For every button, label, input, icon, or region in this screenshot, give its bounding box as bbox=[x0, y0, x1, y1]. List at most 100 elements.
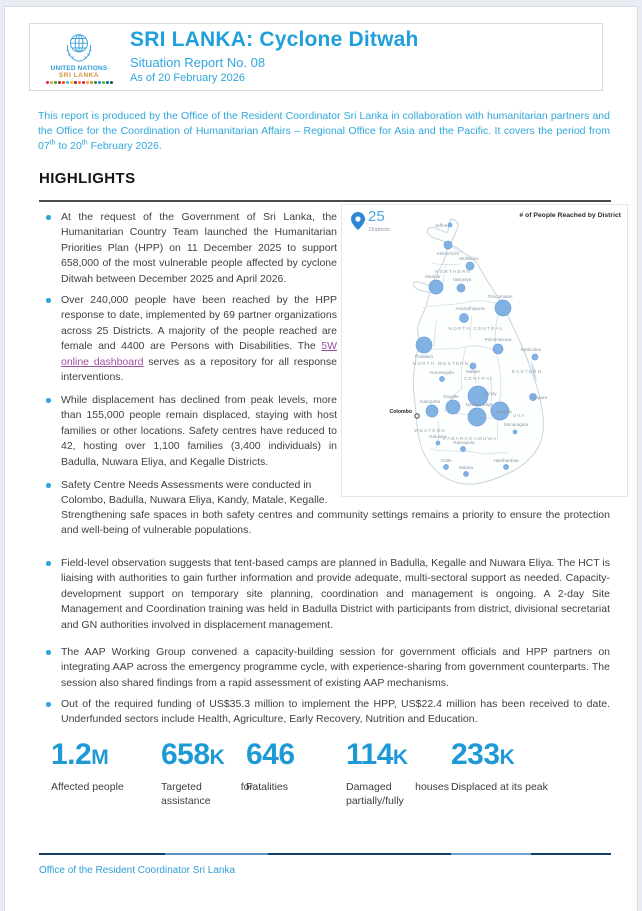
bullet-dot-icon bbox=[46, 398, 51, 403]
intro-text: This report is produced by the Office of… bbox=[38, 110, 610, 152]
stat-value: 646 bbox=[246, 738, 295, 771]
map-region-label: NORTH WESTERN bbox=[413, 361, 470, 367]
map-region-label: WESTERN bbox=[414, 428, 446, 434]
district-bubble bbox=[494, 299, 512, 317]
districts-count: 25 bbox=[368, 208, 385, 225]
highlights-heading: HIGHLIGHTS bbox=[39, 170, 136, 187]
stat-value: 658 bbox=[161, 738, 210, 771]
district-bubble bbox=[529, 393, 537, 401]
bullet-dot-icon bbox=[46, 702, 51, 707]
district-label: Mannar bbox=[425, 274, 441, 279]
district-bubble bbox=[512, 429, 518, 435]
highlight-bullet: At the request of the Government of Sri … bbox=[39, 210, 337, 287]
sdg-dot bbox=[93, 81, 97, 84]
stat-value: 1.2 bbox=[51, 738, 92, 771]
district-label: Hambantota bbox=[493, 458, 518, 463]
capital-label: Colombo bbox=[390, 409, 412, 415]
bullet-dot-icon bbox=[46, 298, 51, 303]
district-bubble bbox=[459, 313, 469, 323]
sdg-dot bbox=[57, 81, 61, 84]
dashboard-link[interactable]: 5W online dashboard bbox=[61, 340, 337, 368]
report-header: UNITED NATIONS SRI LANKA SRI LANKA: Cycl… bbox=[29, 23, 603, 91]
bullet-text: The AAP Working Group convened a capacit… bbox=[61, 646, 610, 689]
district-bubble bbox=[415, 336, 433, 354]
district-label: Galle bbox=[441, 458, 452, 463]
sdg-dot bbox=[69, 81, 73, 84]
report-number: Situation Report No. 08 bbox=[130, 55, 266, 70]
district-bubble bbox=[443, 240, 453, 250]
district-bubble bbox=[445, 399, 461, 415]
district-bubble bbox=[439, 376, 445, 382]
stat-suffix: K bbox=[209, 746, 225, 769]
district-label: Jaffna bbox=[435, 223, 448, 228]
district-bubble bbox=[531, 353, 539, 361]
map-region-label: NORTH CENTRAL bbox=[449, 326, 504, 332]
district-bubble bbox=[443, 464, 449, 470]
district-bubble bbox=[467, 385, 489, 407]
logo-text-line2: SRI LANKA bbox=[58, 72, 100, 79]
bullet-dot-icon bbox=[46, 561, 51, 566]
intro-paragraph: This report is produced by the Office of… bbox=[38, 109, 610, 154]
district-label: Ampara bbox=[531, 395, 548, 400]
highlight-bullet: Over 240,000 people have been reached by… bbox=[39, 293, 337, 385]
stat-displaced: 233K Displaced at its peak bbox=[451, 739, 548, 794]
district-label: Kegalle bbox=[443, 394, 459, 399]
intro-superscript: th bbox=[81, 139, 88, 147]
district-bubble bbox=[492, 343, 504, 355]
sdg-dot bbox=[65, 81, 69, 84]
sdg-dot bbox=[73, 81, 77, 84]
bullet-text: Field-level observation suggests that te… bbox=[61, 557, 610, 631]
district-label: Ratnapura bbox=[453, 440, 475, 445]
footer-text: Office of the Resident Coordinator Sri L… bbox=[39, 865, 236, 876]
district-label: Batticaloa bbox=[521, 347, 542, 352]
highlight-bullet: Field-level observation suggests that te… bbox=[39, 556, 610, 633]
bullet-dot-icon bbox=[46, 650, 51, 655]
sdg-dot bbox=[85, 81, 89, 84]
stat-suffix: M bbox=[91, 746, 109, 769]
stat-label: Affected people bbox=[51, 781, 124, 793]
intro-superscript: th bbox=[49, 139, 56, 147]
sdg-dot bbox=[97, 81, 101, 84]
bullet-text: serves as a repository for all response … bbox=[61, 355, 337, 384]
report-date: As of 20 February 2026 bbox=[130, 72, 245, 84]
district-label: Anuradhapura bbox=[455, 306, 485, 311]
map-legend-title: # of People Reached by District bbox=[519, 212, 621, 219]
district-label: Matara bbox=[459, 465, 474, 470]
district-label: Kilinochchi bbox=[437, 251, 459, 256]
district-bubble bbox=[469, 362, 477, 370]
district-bubble bbox=[447, 222, 453, 228]
sdg-dot bbox=[105, 81, 109, 84]
district-label: Vavuniya bbox=[453, 277, 472, 282]
district-label: Matale bbox=[466, 369, 480, 374]
highlight-bullet: Safety Centre Needs Assessments were con… bbox=[39, 478, 341, 509]
sdg-dot bbox=[49, 81, 53, 84]
stat-suffix: K bbox=[499, 746, 515, 769]
district-label: Gampaha bbox=[420, 399, 441, 404]
capital-marker-icon bbox=[414, 413, 420, 419]
sdg-dot bbox=[89, 81, 93, 84]
district-label: Kandy bbox=[483, 391, 497, 396]
bullet-text: Out of the required funding of US$35.3 m… bbox=[61, 698, 610, 726]
district-label: Nuwara Eliya bbox=[465, 402, 493, 407]
highlight-bullet: Out of the required funding of US$35.3 m… bbox=[39, 697, 610, 728]
district-bubble bbox=[490, 401, 510, 421]
sdg-dot bbox=[61, 81, 65, 84]
bullet-text: Safety Centre Needs Assessments were con… bbox=[61, 479, 328, 507]
sdg-dot bbox=[77, 81, 81, 84]
bullet-continuation: Strengthening safe spaces in both safety… bbox=[61, 508, 610, 539]
logo-text-line1: UNITED NATIONS bbox=[50, 65, 108, 72]
people-reached-map: NORTHERN NORTH CENTRAL NORTH WESTERN CENTRA… bbox=[341, 204, 628, 497]
page-title: SRI LANKA: Cyclone Ditwah bbox=[130, 28, 419, 51]
district-label: Trincomalee bbox=[487, 294, 513, 299]
district-bubble bbox=[425, 404, 439, 418]
stat-label: Targeted for assistance bbox=[161, 781, 253, 807]
un-logo: UNITED NATIONS SRI LANKA bbox=[44, 29, 114, 84]
stat-label: Displaced at its peak bbox=[451, 781, 548, 793]
district-label: Polonnaruwa bbox=[485, 337, 512, 342]
bullet-text: While displacement has declined from pea… bbox=[61, 394, 337, 468]
footer-divider bbox=[39, 853, 611, 855]
sdg-dot bbox=[81, 81, 85, 84]
highlights-divider bbox=[39, 200, 611, 202]
district-bubble bbox=[456, 283, 466, 293]
sri-lanka-map-svg: NORTHERN NORTH CENTRAL NORTH WESTERN CENTRA… bbox=[390, 218, 548, 485]
